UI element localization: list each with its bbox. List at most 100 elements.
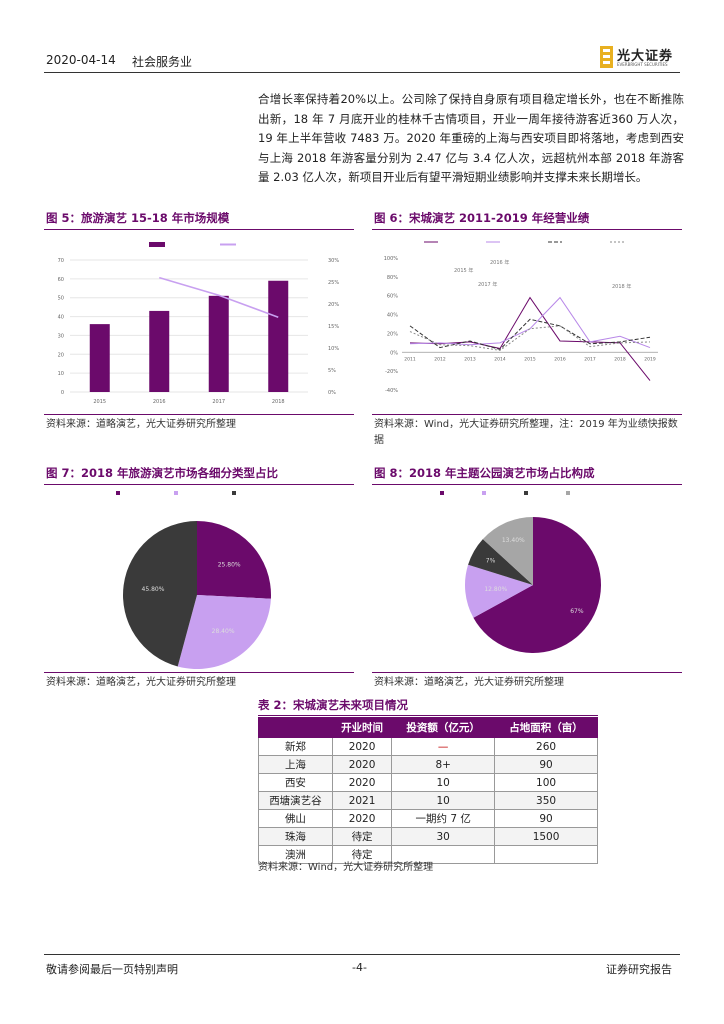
- y2-tick-label: 25%: [328, 280, 339, 286]
- table-cell: 1500: [494, 827, 598, 846]
- bar-2018: [268, 280, 289, 392]
- body-paragraph: 合增长率保持着20%以上。公司除了保持自身原有项目稳定增长外，也在不断推陈出新，…: [258, 92, 684, 185]
- legend-swatch-2: [524, 491, 528, 495]
- pie-slice-0: [473, 517, 601, 653]
- annotation-label: 2018 年: [612, 283, 631, 290]
- fig8-bottom-rule: [372, 672, 682, 673]
- y-tick-label: 20: [58, 352, 64, 358]
- pie-slice-2: [122, 521, 197, 667]
- y2-tick-label: 20%: [328, 302, 339, 308]
- fig6-title-rule: [372, 229, 682, 230]
- table-cell: 西塘演艺谷: [258, 791, 333, 810]
- table-cell: 90: [494, 809, 598, 828]
- table-cell: 260: [494, 737, 598, 756]
- x-tick-label: 2018: [614, 356, 626, 362]
- fig6-source: 资料来源：Wind，光大证券研究所整理，注：2019 年为业绩快报数据: [374, 419, 678, 446]
- footer-disclaimer: 敬请参阅最后一页特别声明: [46, 963, 178, 976]
- pie-data-label: 7%: [486, 558, 496, 565]
- bar-2015: [89, 324, 110, 392]
- table2-source: 资料来源：Wind，光大证券研究所整理: [258, 862, 434, 873]
- table-header-cell: 投资额（亿元）: [391, 717, 496, 738]
- table-cell: 10: [391, 791, 496, 810]
- table2-title-rule: [258, 715, 598, 716]
- y-tick-label: 80%: [387, 275, 398, 281]
- fig5-title: 图 5：旅游演艺 15-18 年市场规模: [46, 211, 230, 225]
- fig7-title-rule: [44, 484, 354, 485]
- x-tick-label: 2018: [272, 399, 285, 405]
- table-cell: 西安: [258, 773, 333, 792]
- industry-label: 社会服务业: [132, 55, 193, 69]
- x-tick-label: 2017: [212, 399, 225, 405]
- legend-swatch-0: [440, 491, 444, 495]
- y-tick-label: 40: [58, 315, 64, 321]
- fig5-bottom-rule: [44, 414, 354, 415]
- y-tick-label: 100%: [384, 256, 399, 262]
- table-cell: 澳洲: [258, 845, 333, 864]
- pie-slice-0: [197, 521, 271, 599]
- table-cell: 90: [494, 755, 598, 774]
- table-cell: 2020: [331, 809, 393, 828]
- x-tick-label: 2015: [93, 399, 106, 405]
- fig8-source: 资料来源：道略演艺，光大证券研究所整理: [374, 677, 564, 688]
- y-tick-label: 60%: [387, 294, 398, 300]
- table-cell: 待定: [331, 845, 393, 864]
- fig6-title: 图 6：宋城演艺 2011-2019 年经营业绩: [374, 211, 590, 225]
- legend-swatch-3: [566, 491, 570, 495]
- annotation-label: 2015 年: [454, 267, 473, 274]
- x-tick-label: 2019: [644, 356, 656, 362]
- pie-data-label: 28.40%: [212, 628, 235, 635]
- fig7-bottom-rule: [44, 672, 354, 673]
- y-tick-label: 30: [58, 333, 64, 339]
- legend-swatch-0: [116, 491, 120, 495]
- y-tick-label: -20%: [385, 369, 398, 375]
- y-tick-label: 10: [58, 371, 64, 377]
- table-cell: 350: [494, 791, 598, 810]
- pie-slice-3: [482, 517, 533, 585]
- table-cell: 佛山: [258, 809, 333, 828]
- table-cell: —: [391, 737, 496, 756]
- annotation-label: 2017 年: [478, 281, 497, 288]
- table-cell: 新郑: [258, 737, 333, 756]
- table-cell: 2020: [331, 737, 393, 756]
- table-row: 西安 2020 10 100: [258, 773, 598, 792]
- table-cell: 2021: [331, 791, 393, 810]
- x-tick-label: 2012: [434, 356, 446, 362]
- series-line-1: [409, 296, 651, 349]
- brand-logo-icon: [600, 46, 613, 68]
- pie-slice-1: [177, 595, 271, 669]
- y-tick-label: 20%: [387, 331, 398, 337]
- table-row: 上海 2020 8+ 90: [258, 755, 598, 774]
- brand-name-en: EVERBRIGHT SECURITIES: [617, 62, 668, 67]
- brand-name-cn: 光大证券: [617, 49, 674, 64]
- fig7-source: 资料来源：道略演艺，光大证券研究所整理: [46, 677, 236, 688]
- table-row: 澳洲 待定: [258, 845, 598, 864]
- footer-report-type: 证券研究报告: [606, 963, 672, 976]
- x-tick-label: 2014: [494, 356, 506, 362]
- footer-divider: [44, 954, 680, 955]
- table-row: 西塘演艺谷 2021 10 350: [258, 791, 598, 810]
- report-date: 2020-04-14: [46, 53, 116, 67]
- table-row: 珠海 待定 30 1500: [258, 827, 598, 846]
- pie-slice-2: [468, 539, 533, 585]
- table-row: 佛山 2020 一期约 7 亿 90: [258, 809, 598, 828]
- table-cell: 珠海: [258, 827, 333, 846]
- fig8-title-rule: [372, 484, 682, 485]
- y2-tick-label: 15%: [328, 324, 339, 330]
- x-tick-label: 2016: [554, 356, 566, 362]
- pie-data-label: 25.80%: [218, 561, 241, 568]
- table-cell: 10: [391, 773, 496, 792]
- y-tick-label: 60: [58, 277, 64, 283]
- x-tick-label: 2016: [153, 399, 166, 405]
- page-number: -4-: [352, 961, 367, 974]
- fig5-title-rule: [44, 229, 354, 230]
- fig6-chart: 100% 80% 60% 40% 20% 0% -20% -40% 2011 2012 2013 20…: [384, 241, 658, 394]
- bar-2017: [208, 295, 229, 392]
- table-header-cell: [258, 717, 333, 738]
- x-tick-label: 2015: [524, 356, 536, 362]
- table-header-cell: 占地面积（亩）: [494, 717, 598, 738]
- growth-line: [159, 276, 279, 318]
- header-divider: [44, 72, 680, 73]
- y-tick-label: 0%: [390, 350, 398, 356]
- pie-data-label: 13.40%: [502, 537, 525, 544]
- table-cell: 8+: [391, 755, 496, 774]
